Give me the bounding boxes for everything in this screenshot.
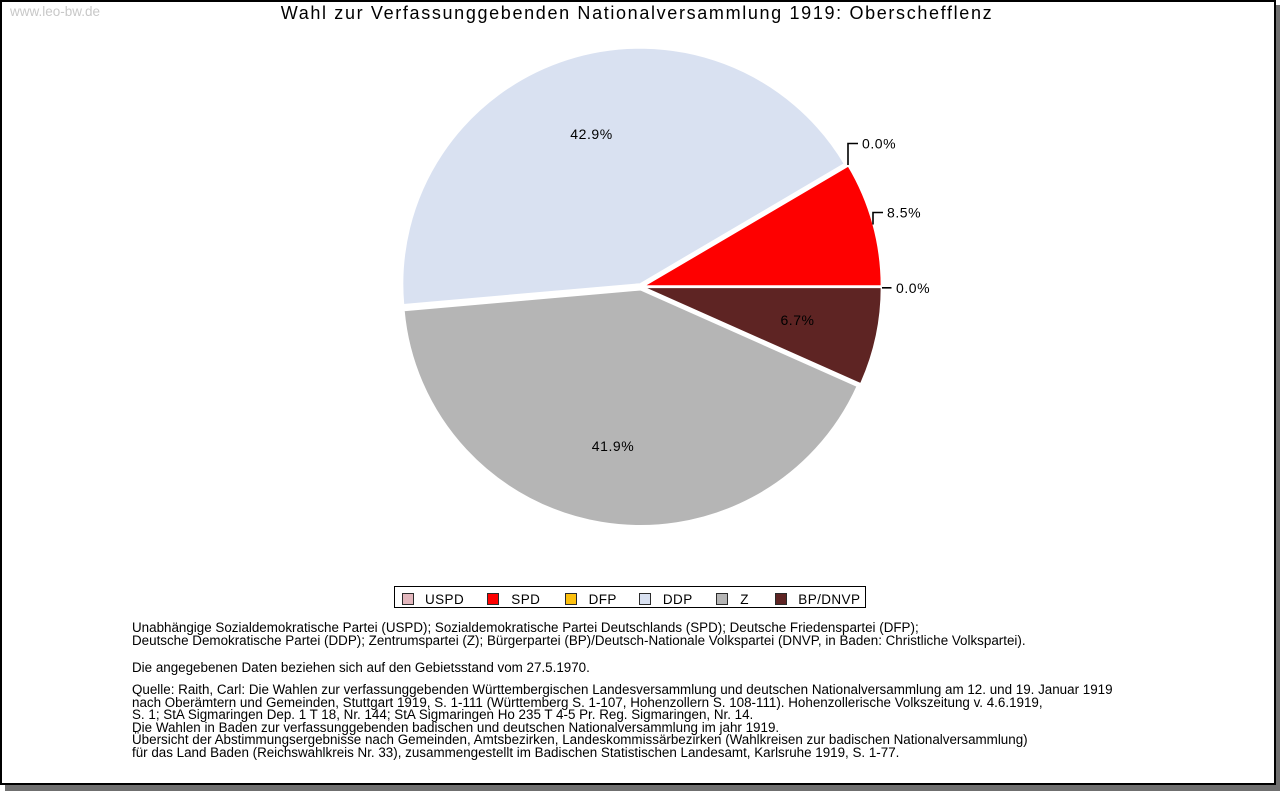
svg-text:0.0%: 0.0% (896, 280, 930, 296)
svg-text:6.7%: 6.7% (780, 312, 814, 328)
svg-text:42.9%: 42.9% (570, 126, 612, 142)
svg-text:41.9%: 41.9% (592, 438, 634, 454)
svg-text:0.0%: 0.0% (862, 136, 896, 152)
svg-text:8.5%: 8.5% (887, 205, 921, 221)
